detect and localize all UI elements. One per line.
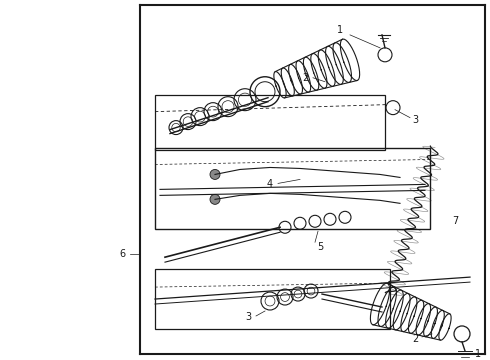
Text: 2: 2 — [302, 73, 308, 83]
Text: 3: 3 — [412, 114, 418, 125]
Text: 2: 2 — [412, 334, 418, 344]
Text: 5: 5 — [317, 242, 323, 252]
Text: 1: 1 — [475, 349, 481, 359]
Text: 7: 7 — [452, 216, 458, 226]
Circle shape — [210, 170, 220, 179]
Text: 1: 1 — [337, 25, 343, 35]
Circle shape — [210, 194, 220, 204]
Text: 4: 4 — [267, 179, 273, 189]
Text: 6: 6 — [119, 249, 125, 259]
Text: 3: 3 — [245, 312, 251, 322]
